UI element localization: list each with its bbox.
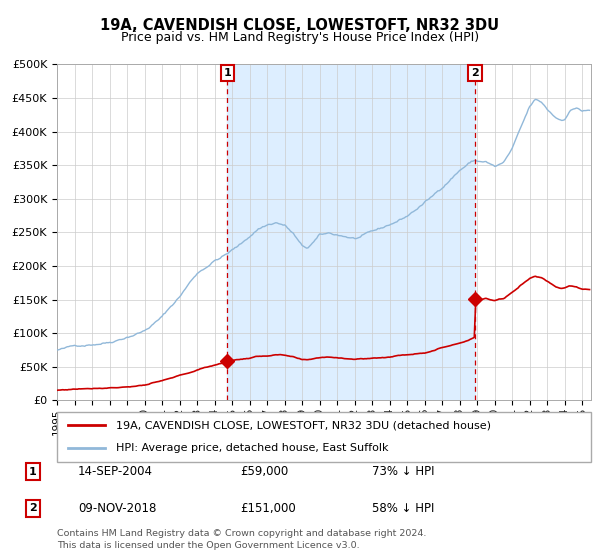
Text: HPI: Average price, detached house, East Suffolk: HPI: Average price, detached house, East… bbox=[116, 444, 388, 454]
FancyBboxPatch shape bbox=[57, 412, 591, 462]
Text: £59,000: £59,000 bbox=[240, 465, 288, 478]
Text: 58% ↓ HPI: 58% ↓ HPI bbox=[372, 502, 434, 515]
Text: 1: 1 bbox=[29, 466, 37, 477]
Text: Contains HM Land Registry data © Crown copyright and database right 2024.
This d: Contains HM Land Registry data © Crown c… bbox=[57, 529, 427, 550]
Text: £151,000: £151,000 bbox=[240, 502, 296, 515]
Text: 14-SEP-2004: 14-SEP-2004 bbox=[78, 465, 153, 478]
Text: 2: 2 bbox=[471, 68, 479, 78]
Text: 09-NOV-2018: 09-NOV-2018 bbox=[78, 502, 157, 515]
Text: 19A, CAVENDISH CLOSE, LOWESTOFT, NR32 3DU (detached house): 19A, CAVENDISH CLOSE, LOWESTOFT, NR32 3D… bbox=[116, 420, 491, 430]
Bar bbox=[227, 64, 475, 400]
Text: 19A, CAVENDISH CLOSE, LOWESTOFT, NR32 3DU: 19A, CAVENDISH CLOSE, LOWESTOFT, NR32 3D… bbox=[100, 18, 500, 33]
Text: 2: 2 bbox=[29, 503, 37, 514]
Text: 73% ↓ HPI: 73% ↓ HPI bbox=[372, 465, 434, 478]
Text: Price paid vs. HM Land Registry's House Price Index (HPI): Price paid vs. HM Land Registry's House … bbox=[121, 31, 479, 44]
Text: 1: 1 bbox=[223, 68, 231, 78]
